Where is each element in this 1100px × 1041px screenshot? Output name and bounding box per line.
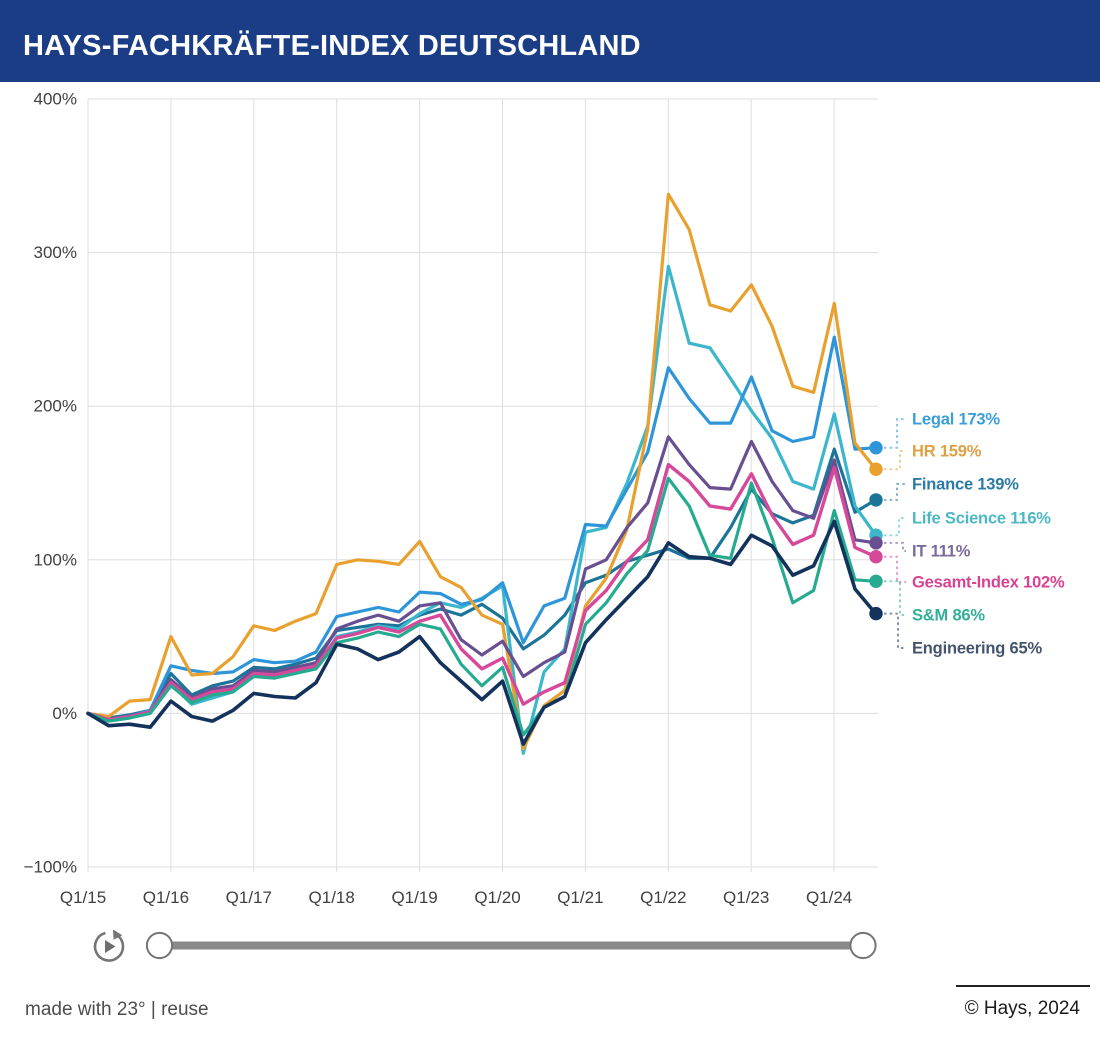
svg-text:400%: 400% — [34, 90, 77, 109]
svg-text:HR 159%: HR 159% — [912, 443, 982, 461]
svg-text:© Hays, 2024: © Hays, 2024 — [965, 998, 1081, 1019]
svg-text:Q1/20: Q1/20 — [474, 888, 520, 907]
svg-text:Q1/19: Q1/19 — [391, 888, 437, 907]
svg-text:Q1/15: Q1/15 — [60, 888, 106, 907]
svg-text:made with 23° | reuse: made with 23° | reuse — [25, 999, 209, 1020]
svg-text:300%: 300% — [34, 243, 77, 262]
svg-text:Life Science 116%: Life Science 116% — [912, 510, 1051, 528]
svg-text:IT 111%: IT 111% — [912, 543, 971, 561]
svg-text:Q1/22: Q1/22 — [640, 888, 686, 907]
svg-text:−100%: −100% — [24, 858, 77, 877]
svg-text:Q1/16: Q1/16 — [143, 888, 189, 907]
svg-text:Q1/24: Q1/24 — [806, 888, 852, 907]
svg-text:Legal 173%: Legal 173% — [912, 411, 1000, 429]
svg-text:Finance 139%: Finance 139% — [912, 476, 1019, 494]
svg-text:200%: 200% — [34, 397, 77, 416]
svg-text:Engineering 65%: Engineering 65% — [912, 640, 1042, 658]
svg-text:Q1/23: Q1/23 — [723, 888, 769, 907]
svg-text:100%: 100% — [34, 550, 77, 569]
svg-text:Q1/18: Q1/18 — [309, 888, 355, 907]
svg-text:Q1/17: Q1/17 — [226, 888, 272, 907]
svg-text:Q1/21: Q1/21 — [557, 888, 603, 907]
svg-text:Gesamt-Index 102%: Gesamt-Index 102% — [912, 574, 1065, 592]
svg-text:S&M 86%: S&M 86% — [912, 607, 985, 625]
svg-text:0%: 0% — [52, 704, 77, 723]
